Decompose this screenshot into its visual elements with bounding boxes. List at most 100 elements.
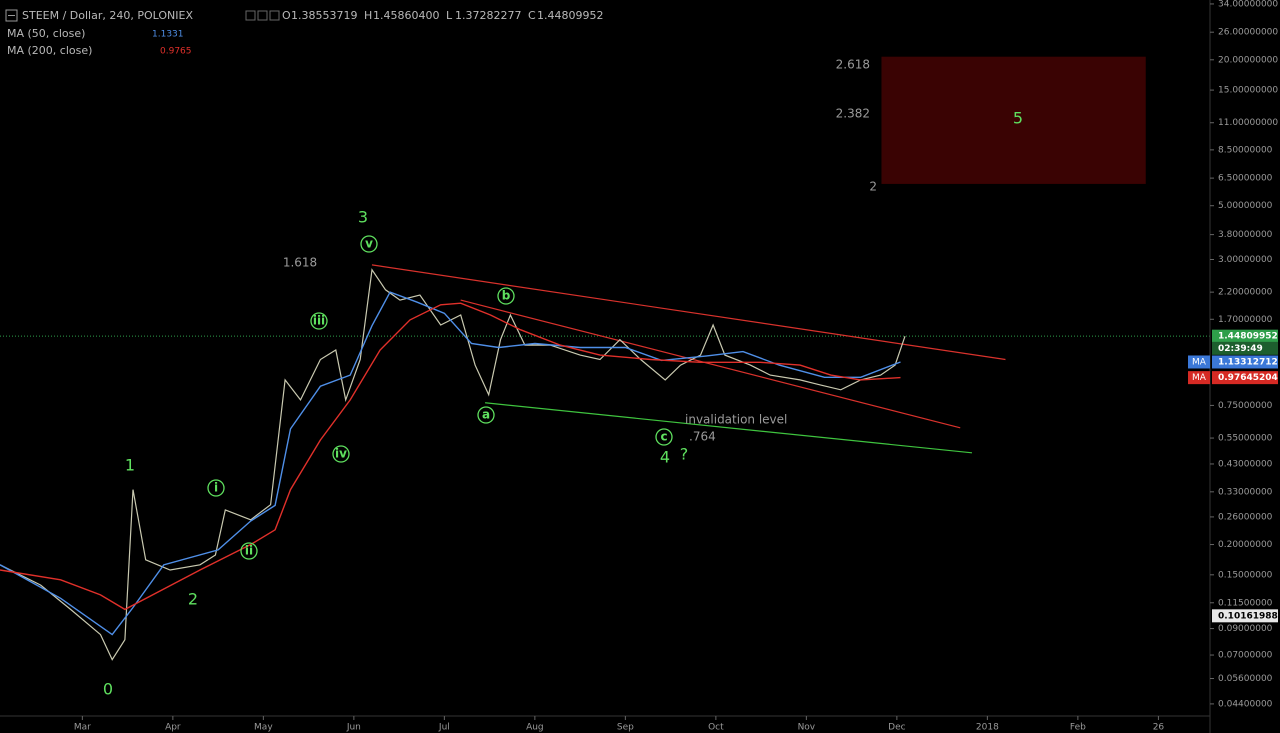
x-tick-label: 26 [1153,723,1165,733]
subwave-label: a [482,408,490,422]
menu-icon[interactable] [5,9,18,22]
y-tick-label: 2.20000000 [1218,288,1273,298]
target-fib: 2.618 [836,58,870,72]
x-tick-label: Apr [165,723,181,733]
subwave-label: v [365,237,373,251]
y-tick-label: 0.75000000 [1218,401,1273,411]
y-tick-label: 0.26000000 [1218,512,1273,522]
subwave-ring [477,406,495,424]
y-tick-label: 0.20000000 [1218,540,1273,550]
target-zone-group [881,56,1146,184]
x-tick-label: Dec [888,723,905,733]
fib-label: 1.618 [283,256,317,270]
x-tick-label: 2018 [976,723,999,733]
subwave-ring [240,542,258,560]
x-tick-label: Aug [526,723,544,733]
y-tick-label: 0.07000000 [1218,651,1273,661]
y-tick-label: 26.00000000 [1218,28,1278,38]
axis-marker-tag-label: MA [1192,373,1207,383]
ohlc-key: H [364,9,372,22]
target-zone [881,56,1146,184]
header-button[interactable] [269,10,280,21]
legend-ma200-value: 0.9765 [160,47,192,57]
subwave-ring [332,445,350,463]
ohlc-key: O [282,9,291,22]
legend-ma200[interactable]: MA (200, close) [7,44,92,57]
y-tick-label: 3.80000000 [1218,230,1273,240]
axis-marker [1212,371,1278,385]
y-tick-label: 0.15000000 [1218,570,1273,580]
y-tick-label: 0.09000000 [1218,624,1273,634]
wave-label: 0 [103,680,113,699]
ohlc-readout: O 1.38553719 H 1.45860400 L 1.37282277 C 1.4480… [245,9,603,22]
y-tick-label: 0.11500000 [1218,598,1273,608]
header-button[interactable] [257,10,268,21]
x-tick-label: Oct [708,723,724,733]
y-tick-label: 34.00000000 [1218,0,1278,9]
y-tick-label: 15.00000000 [1218,86,1278,96]
x-tick-label: May [254,723,273,733]
axis-marker-label: 0.10161988 [1218,611,1278,621]
invalidation-value: .764 [689,430,716,444]
wave-label: 5 [1013,109,1023,128]
axis-marker-label: 1.13312712 [1218,357,1278,367]
axis-marker-label: 0.97645204 [1218,373,1278,383]
target-fib: 2.382 [836,107,870,121]
ohlc-key: C [528,9,536,22]
y-tick-label: 3.00000000 [1218,255,1273,265]
axis-marker [1212,355,1278,369]
subwave-label: ii [245,544,253,558]
trendline [371,264,1006,361]
y-tick-label: 0.43000000 [1218,459,1273,469]
wave-label: 2 [188,590,198,609]
subwave-label: c [660,430,667,444]
ohlc-value: 1.38553719 [291,9,357,22]
axis-marker [1212,341,1278,355]
wave-label: 4 [660,448,670,467]
trendline [485,402,973,454]
invalidation-label: invalidation level [685,413,787,427]
axis-marker-label: 02:39:49 [1218,344,1263,354]
axis-marker-tag [1188,371,1210,385]
y-tick-label: 11.00000000 [1218,118,1278,128]
x-tick-label: Sep [617,723,634,733]
subwave-label: iv [335,447,347,461]
axis-marker-tag-label: MA [1192,357,1207,367]
legend-ma50-value: 1.1331 [152,30,184,40]
x-tick-label: Mar [74,723,91,733]
y-tick-label: 1.70000000 [1218,315,1273,325]
ohlc-value: 1.37282277 [455,9,521,22]
wave-label: 3 [358,208,368,227]
ohlc-value: 1.44809952 [537,9,603,22]
x-tick-label: Jul [438,723,450,733]
axis-marker [1212,329,1278,343]
subwave-ring [310,312,328,330]
y-tick-label: 8.50000000 [1218,145,1273,155]
wave-label: 1 [125,456,135,475]
subwave-ring [497,287,515,305]
target-fib: 2 [869,180,877,194]
y-tick-label: 0.55000000 [1218,434,1273,444]
subwave-label: iii [313,314,325,328]
subwave-label: i [214,481,218,495]
trendline [460,299,961,429]
legend-ma50[interactable]: MA (50, close) [7,27,85,40]
y-tick-label: 0.33000000 [1218,487,1273,497]
y-tick-label: 5.00000000 [1218,201,1273,211]
header-button[interactable] [245,10,256,21]
ohlc-value: 1.45860400 [373,9,439,22]
x-tick-label: Jun [346,723,361,733]
y-tick-label: 20.00000000 [1218,55,1278,65]
y-tick-label: 0.04400000 [1218,699,1273,709]
symbol-title[interactable]: STEEM / Dollar, 240, POLONIEX [22,9,193,22]
y-tick-label: 6.50000000 [1218,174,1273,184]
x-tick-label: Feb [1070,723,1086,733]
axis-marker [1212,609,1278,623]
subwave-ring [207,479,225,497]
x-tick-label: Nov [798,723,816,733]
question-label: ? [680,445,689,464]
subwave-label: b [502,289,511,303]
plot-area [0,264,1210,661]
moving-average [0,302,901,611]
